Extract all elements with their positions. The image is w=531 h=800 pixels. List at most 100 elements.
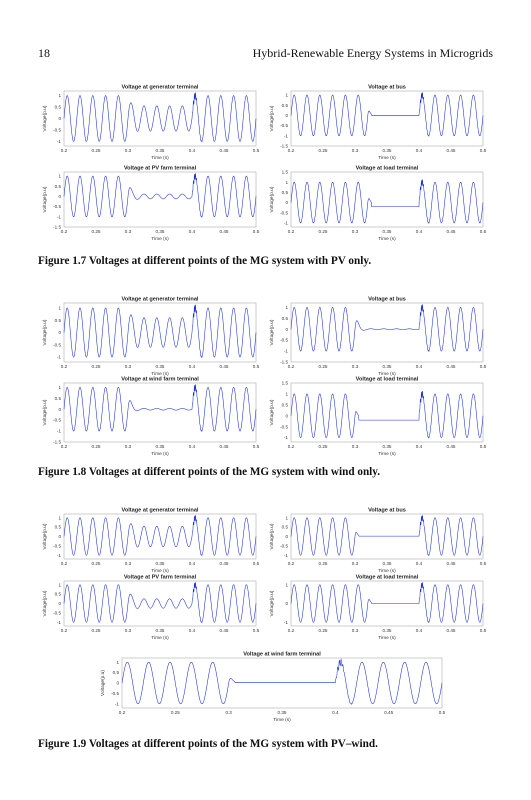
voltage-plot-svg: Voltage at load terminal 0.2 0.25 0.3 0.35 0.… [269,377,487,458]
x-tick-label: 0.4 [416,444,423,449]
plot-title: Voltage at generator terminal [122,508,199,514]
voltage-trace [121,658,443,705]
y-tick-label: -1 [57,139,62,144]
fig1-7-plot-load: Voltage at load terminal 0.2 0.25 0.3 0.35 0.… [265,163,487,243]
fig1-7-plot-generator: Voltage at generator terminal 0.2 0.25 0.3 0… [38,82,260,162]
plot-title: Voltage at wind farm terminal [121,377,199,383]
x-axis-label: Time (s) [151,371,169,377]
x-tick-label: 0.5 [253,229,260,234]
plot-frame [290,513,484,560]
y-tick-label: 1 [58,582,61,587]
y-tick-label: -0.5 [280,123,288,128]
x-tick-label: 0.4 [189,628,196,633]
voltage-trace [290,390,484,439]
x-axis-label: Time (s) [378,236,396,242]
fig1-8-plot-load: Voltage at load terminal 0.2 0.25 0.3 0.35 0.… [265,374,487,458]
y-tick-label: 1 [116,660,119,665]
y-tick-label: 0.5 [55,105,62,110]
y-tick-label: 1 [58,306,61,311]
y-tick-label: 1 [285,93,288,98]
y-tick-label: -0.5 [280,543,288,548]
x-tick-label: 0.5 [253,628,260,633]
y-tick-label: 0 [58,534,61,539]
y-tick-label: -0.5 [280,210,288,215]
x-tick-label: 0.5 [480,444,487,449]
x-tick-label: 0.3 [125,444,132,449]
y-tick-label: -0.5 [53,342,61,347]
voltage-plot-svg: Voltage at wind farm terminal 0.2 0.25 0.3 0… [100,652,446,724]
y-tick-label: 0.5 [55,318,62,323]
y-axis-label: Voltage(p.u) [42,399,48,425]
x-tick-label: 0.4 [416,628,423,633]
voltage-trace [290,515,484,556]
y-tick-label: 0.5 [282,402,289,407]
y-tick-label: -1 [284,349,289,354]
voltage-trace [290,92,484,137]
y-tick-label: 0.5 [55,525,62,530]
x-tick-label: 0.45 [220,364,229,369]
x-tick-label: 0.4 [189,444,196,449]
x-tick-label: 0.45 [220,561,229,566]
x-axis-label: Time (s) [378,371,396,377]
x-tick-label: 0.5 [480,148,487,153]
y-tick-label: 0 [285,413,288,418]
voltage-plot-svg: Voltage at bus 0.2 0.25 0.3 0.35 0.4 0.45 0.5 1 0… [269,85,487,162]
x-tick-label: 0.2 [288,628,295,633]
x-tick-label: 0.2 [288,561,295,566]
voltage-trace [63,384,257,432]
figure-1-9-caption: Figure 1.9 Voltages at different points … [38,738,378,750]
x-tick-label: 0.25 [319,444,328,449]
y-tick-label: -1 [57,620,62,625]
y-tick-label: -1 [57,214,62,219]
plot-title: Voltage at load terminal [356,575,419,581]
plot-title: Voltage at load terminal [356,377,419,383]
y-tick-label: -1 [57,553,62,558]
y-tick-label: 0 [58,194,61,199]
x-tick-label: 0.25 [92,628,101,633]
y-axis-label: Voltage(p.u) [269,399,275,425]
plot-title: Voltage at bus [368,508,406,514]
x-tick-label: 0.2 [61,561,68,566]
x-tick-label: 0.5 [253,561,260,566]
y-tick-label: -1.5 [53,440,61,445]
voltage-plot-svg: Voltage at generator terminal 0.2 0.25 0.3 0… [42,297,260,378]
y-tick-label: 0 [58,601,61,606]
x-tick-label: 0.2 [119,710,126,715]
x-tick-label: 0.4 [332,710,339,715]
x-axis-label: Time (s) [151,155,169,161]
y-tick-label: 0 [285,601,288,606]
y-tick-label: 0 [58,116,61,121]
y-tick-label: -0.5 [280,338,288,343]
x-tick-label: 0.4 [416,229,423,234]
plot-frame [290,382,484,443]
x-tick-label: 0.3 [352,628,359,633]
y-tick-label: 1 [58,93,61,98]
x-tick-label: 0.4 [189,229,196,234]
x-tick-label: 0.25 [92,444,101,449]
x-tick-label: 0.4 [416,148,423,153]
fig1-9-plot-generator: Voltage at generator terminal 0.2 0.25 0.3 0… [38,505,260,575]
y-tick-label: 1 [285,515,288,520]
x-tick-label: 0.25 [92,364,101,369]
x-tick-label: 0.35 [156,561,165,566]
x-tick-label: 0.3 [225,710,232,715]
x-tick-label: 0.3 [352,364,359,369]
y-tick-label: -1 [284,133,289,138]
x-axis-label: Time (s) [378,635,396,641]
x-axis-label: Time (s) [151,236,169,242]
y-tick-label: 1 [285,582,288,587]
y-axis-label: Voltage(p.u) [269,105,275,131]
x-tick-label: 0.3 [352,444,359,449]
y-tick-label: 1 [285,180,288,185]
voltage-trace [290,304,484,352]
x-tick-label: 0.25 [319,229,328,234]
y-tick-label: 1 [58,515,61,520]
y-axis-label: Voltage(p.u) [269,523,275,549]
y-tick-label: -0.5 [53,204,61,209]
x-axis-label: Time (s) [151,568,169,574]
y-axis-label: Voltage(p.u) [100,670,106,696]
fig1-9-plot-load: Voltage at load terminal 0.2 0.25 0.3 0.35 0.… [265,572,487,642]
x-tick-label: 0.2 [61,148,68,153]
x-tick-label: 0.3 [352,229,359,234]
x-tick-label: 0.4 [189,364,196,369]
